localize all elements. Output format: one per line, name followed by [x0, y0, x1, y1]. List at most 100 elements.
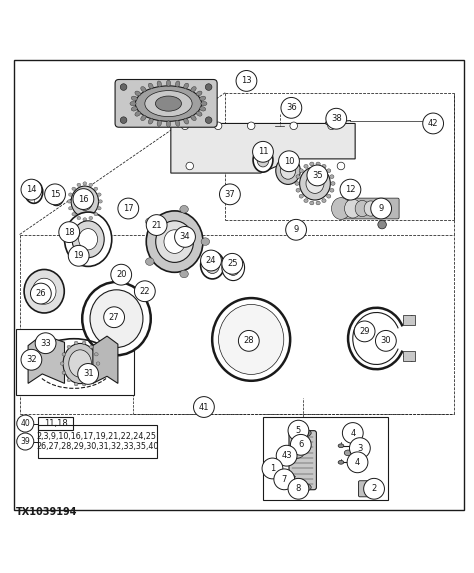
Ellipse shape	[316, 162, 320, 166]
Text: 5: 5	[296, 426, 301, 435]
Ellipse shape	[296, 175, 300, 179]
Circle shape	[247, 122, 255, 129]
Text: 32: 32	[26, 355, 36, 364]
Circle shape	[378, 221, 386, 229]
Ellipse shape	[257, 153, 269, 167]
Text: 9: 9	[293, 225, 299, 234]
Circle shape	[135, 281, 155, 301]
Ellipse shape	[82, 282, 151, 355]
Ellipse shape	[67, 346, 71, 348]
Text: 14: 14	[26, 185, 36, 194]
Bar	[268, 464, 278, 473]
Ellipse shape	[253, 148, 273, 172]
Circle shape	[262, 162, 269, 170]
Circle shape	[30, 283, 51, 304]
Ellipse shape	[82, 383, 86, 386]
Ellipse shape	[205, 257, 219, 273]
Ellipse shape	[90, 346, 93, 348]
Ellipse shape	[146, 218, 154, 225]
Ellipse shape	[191, 115, 196, 120]
Ellipse shape	[67, 379, 71, 382]
Text: 39: 39	[20, 437, 30, 446]
Circle shape	[205, 117, 212, 123]
Ellipse shape	[67, 200, 71, 203]
Ellipse shape	[120, 211, 125, 214]
Circle shape	[342, 423, 363, 444]
Text: 12: 12	[345, 185, 356, 194]
Circle shape	[68, 245, 89, 266]
Circle shape	[340, 179, 361, 200]
Ellipse shape	[62, 371, 66, 374]
Ellipse shape	[155, 96, 182, 111]
Ellipse shape	[355, 201, 369, 217]
Circle shape	[236, 70, 257, 91]
Ellipse shape	[200, 96, 206, 100]
Text: 18: 18	[64, 227, 74, 237]
Bar	[16, 329, 134, 395]
Ellipse shape	[72, 187, 76, 190]
Bar	[263, 417, 388, 500]
Ellipse shape	[201, 101, 207, 106]
Circle shape	[17, 433, 34, 450]
Ellipse shape	[77, 217, 81, 219]
Ellipse shape	[322, 199, 326, 202]
Ellipse shape	[327, 194, 331, 198]
FancyBboxPatch shape	[358, 481, 381, 497]
Circle shape	[118, 198, 139, 219]
Ellipse shape	[306, 174, 324, 194]
Ellipse shape	[94, 352, 98, 356]
Ellipse shape	[32, 278, 56, 304]
Ellipse shape	[338, 461, 344, 464]
Circle shape	[262, 458, 283, 479]
Ellipse shape	[175, 81, 180, 87]
Ellipse shape	[77, 183, 81, 186]
Ellipse shape	[69, 207, 73, 210]
Text: 29: 29	[359, 327, 370, 336]
Ellipse shape	[96, 362, 100, 365]
Ellipse shape	[196, 111, 202, 116]
Ellipse shape	[131, 96, 137, 100]
Text: 33: 33	[40, 339, 51, 348]
Text: 3: 3	[357, 444, 363, 453]
Circle shape	[307, 165, 328, 186]
Ellipse shape	[296, 487, 307, 494]
Ellipse shape	[97, 207, 101, 210]
Ellipse shape	[62, 352, 66, 356]
Text: 10: 10	[284, 157, 294, 166]
Ellipse shape	[184, 119, 189, 124]
Ellipse shape	[157, 223, 162, 227]
Text: 11: 11	[258, 147, 268, 156]
Text: 42: 42	[428, 119, 438, 128]
Text: 41: 41	[199, 402, 209, 411]
Ellipse shape	[90, 379, 93, 382]
Circle shape	[21, 350, 42, 370]
Ellipse shape	[276, 157, 301, 185]
Text: 36: 36	[286, 103, 297, 112]
Ellipse shape	[166, 121, 171, 127]
Ellipse shape	[24, 269, 64, 313]
Ellipse shape	[372, 202, 384, 215]
Circle shape	[111, 264, 132, 285]
Text: 17: 17	[123, 204, 134, 213]
Ellipse shape	[338, 444, 344, 448]
Ellipse shape	[295, 182, 299, 185]
Text: 2,3,9,10,16,17,19,21,22,24,25
26,27,28,29,30,31,32,33,35,40: 2,3,9,10,16,17,19,21,22,24,25 26,27,28,2…	[36, 432, 158, 451]
Circle shape	[201, 250, 221, 271]
Circle shape	[181, 122, 189, 129]
FancyBboxPatch shape	[289, 431, 317, 490]
Ellipse shape	[77, 193, 92, 210]
Ellipse shape	[310, 201, 314, 205]
Circle shape	[337, 162, 345, 170]
Ellipse shape	[219, 304, 284, 374]
Circle shape	[45, 184, 65, 205]
Text: 6: 6	[298, 440, 303, 449]
Text: 27: 27	[109, 313, 119, 321]
Circle shape	[59, 222, 80, 242]
Circle shape	[288, 420, 309, 441]
Circle shape	[21, 179, 42, 200]
Ellipse shape	[330, 175, 334, 179]
Circle shape	[288, 478, 309, 499]
Text: 9: 9	[379, 204, 384, 213]
Text: 38: 38	[331, 114, 342, 123]
Text: 19: 19	[73, 252, 84, 260]
